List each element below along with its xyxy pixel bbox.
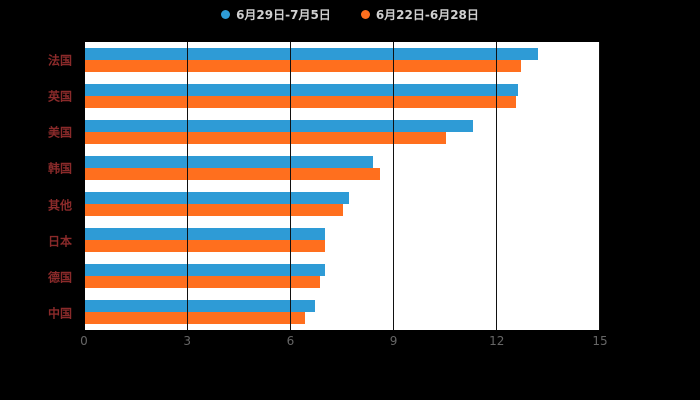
bar: [85, 228, 326, 240]
bar: [85, 60, 522, 72]
series-2-marker-icon: [360, 10, 370, 19]
bar: [85, 204, 343, 216]
bar: [85, 276, 321, 288]
gridline: [187, 42, 188, 330]
category-label: 其他: [47, 198, 72, 213]
bar: [85, 48, 539, 60]
bar: [85, 156, 374, 168]
x-tick-label: 6: [286, 334, 295, 348]
plot-area: [84, 42, 600, 331]
y-axis-category-labels: 法国英国美国韩国其他日本德国中国: [0, 42, 78, 331]
category-label: 中国: [47, 306, 72, 321]
bar-group: [85, 42, 600, 78]
x-tick-label: 0: [80, 334, 88, 348]
gridline: [496, 42, 497, 330]
category-label: 韩国: [47, 161, 72, 176]
bar: [85, 168, 381, 180]
x-tick-label: 9: [389, 334, 398, 348]
category-label: 法国: [47, 53, 72, 68]
bar-group: [85, 114, 600, 150]
legend: 6月29日-7月5日 6月22日-6月28日: [0, 6, 700, 23]
category-label: 美国: [47, 125, 72, 140]
category-label: 德国: [47, 270, 72, 285]
x-tick-label: 15: [592, 334, 608, 348]
legend-label-series-2: 6月22日-6月28日: [375, 8, 479, 22]
bar: [85, 240, 326, 252]
bar: [85, 120, 473, 132]
series-1-marker-icon: [221, 10, 231, 19]
bar: [85, 300, 316, 312]
gridline: [393, 42, 394, 330]
category-label: 日本: [47, 234, 72, 249]
legend-item-series-1[interactable]: 6月29日-7月5日: [221, 6, 331, 23]
x-tick-label: 12: [489, 334, 505, 348]
bar-group: [85, 222, 600, 258]
bar: [85, 96, 516, 108]
bar-group: [85, 294, 600, 330]
bar: [85, 132, 446, 144]
category-label: 英国: [47, 89, 72, 104]
legend-label-series-1: 6月29日-7月5日: [236, 8, 331, 22]
x-axis-tick-labels: 0 3 6 9 12 15: [80, 334, 607, 354]
bar: [85, 192, 350, 204]
bar-group: [85, 78, 600, 114]
legend-item-series-2[interactable]: 6月22日-6月28日: [360, 6, 479, 23]
bar-group: [85, 186, 600, 222]
x-tick-label: 3: [183, 334, 192, 348]
bar: [85, 84, 518, 96]
bar-group: [85, 150, 600, 186]
bar-group: [85, 258, 600, 294]
bar-rows: [85, 42, 600, 330]
bar: [85, 264, 326, 276]
gridline: [599, 42, 600, 330]
gridline: [290, 42, 291, 330]
bar: [85, 312, 305, 324]
